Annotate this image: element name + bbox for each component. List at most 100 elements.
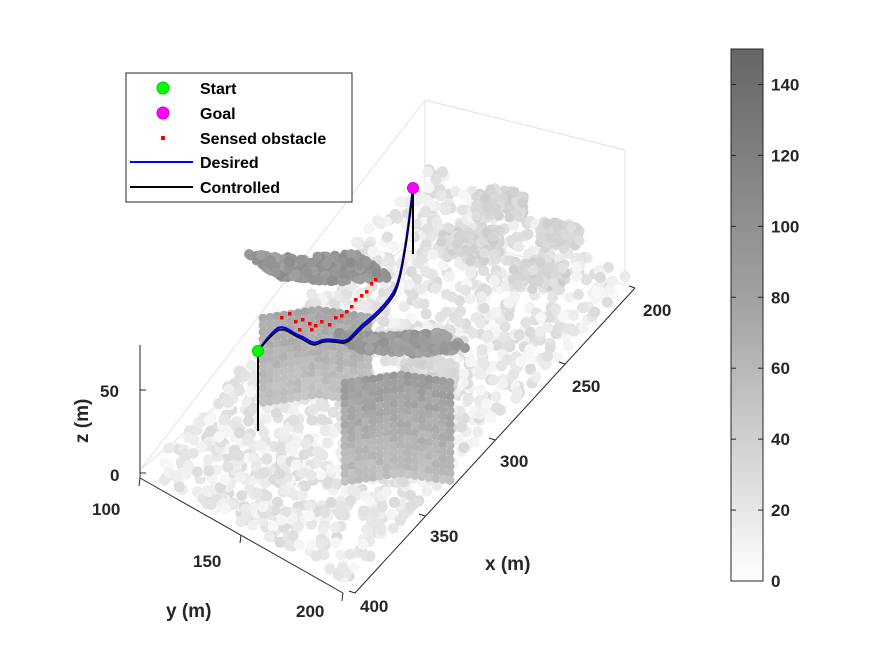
point-cloud-dot <box>424 423 434 433</box>
y-axis-label: y (m) <box>166 601 211 622</box>
point-cloud-dot <box>398 301 410 312</box>
point-cloud-dot <box>286 316 296 326</box>
point-cloud-dot <box>340 385 350 395</box>
point-cloud-dot <box>258 362 268 372</box>
point-cloud-dot <box>272 311 282 321</box>
point-cloud-dot <box>272 353 282 363</box>
point-cloud-dot <box>375 457 385 467</box>
point-cloud-dot <box>410 407 420 417</box>
point-cloud-dot <box>382 386 392 396</box>
point-cloud-dot <box>361 459 371 469</box>
start-marker <box>252 345 264 357</box>
point-cloud-dot <box>417 457 427 467</box>
point-cloud-dot <box>279 338 289 348</box>
point-cloud-dot <box>432 334 442 345</box>
point-cloud-dot <box>364 550 376 562</box>
point-cloud-dot <box>236 490 248 502</box>
point-cloud-dot <box>368 465 378 475</box>
point-cloud-dot <box>361 473 371 483</box>
point-cloud-dot <box>410 421 420 431</box>
point-cloud-dot <box>504 341 516 353</box>
point-cloud-dot <box>304 500 316 512</box>
point-cloud-dot <box>431 417 441 427</box>
point-cloud-dot <box>321 348 331 358</box>
point-cloud-dot <box>270 407 282 419</box>
point-cloud-dot <box>258 397 268 407</box>
point-cloud-dot <box>410 428 420 438</box>
point-cloud-dot <box>389 434 399 444</box>
point-cloud-dot <box>335 549 346 561</box>
controlled-trajectory <box>257 189 414 352</box>
point-cloud-dot <box>321 355 331 365</box>
point-cloud-dot <box>375 429 385 439</box>
point-cloud-dot <box>444 223 455 234</box>
point-cloud-dot <box>265 382 275 392</box>
point-cloud-dot <box>550 303 562 315</box>
point-cloud-dot <box>424 381 434 391</box>
point-cloud-dot <box>431 403 441 413</box>
point-cloud-dot <box>438 460 448 470</box>
point-cloud-dot <box>270 267 281 278</box>
point-cloud-dot <box>403 378 413 388</box>
point-cloud-dot <box>438 467 448 477</box>
point-cloud-dot <box>375 415 385 425</box>
point-cloud-dot <box>478 302 490 314</box>
legend-entry-sensed-obstacle: Sensed obstacle <box>161 131 326 148</box>
colorbar-tick-label: 140 <box>771 75 799 94</box>
point-cloud-dot <box>497 192 508 203</box>
point-cloud-dot <box>418 335 429 346</box>
point-cloud-dot <box>272 339 282 349</box>
point-cloud-dot <box>328 356 338 366</box>
sensed-obstacle-point <box>345 310 349 314</box>
point-cloud-dot <box>328 377 338 387</box>
point-cloud-dot <box>382 449 392 459</box>
point-cloud-dot <box>382 442 392 452</box>
sensed-obstacle-point <box>365 290 369 294</box>
point-cloud-dot <box>258 426 270 438</box>
point-cloud-dot <box>293 308 303 318</box>
point-cloud-dot <box>417 422 427 432</box>
point-cloud-dot <box>347 454 357 464</box>
point-cloud-dot <box>425 268 437 280</box>
point-cloud-dot <box>245 359 257 371</box>
point-cloud-dot <box>396 391 406 401</box>
point-cloud-dot <box>438 383 448 393</box>
point-cloud-dot <box>293 539 305 551</box>
point-cloud-dot <box>542 322 553 333</box>
point-cloud-dot <box>389 371 399 381</box>
point-cloud-dot <box>328 384 338 394</box>
colorbar-tick-label: 0 <box>771 572 780 591</box>
point-cloud-dot <box>459 343 470 353</box>
point-cloud-dot <box>300 321 310 331</box>
point-cloud-dot <box>483 202 494 213</box>
y-tick-label: 100 <box>92 500 120 519</box>
point-cloud-dot <box>417 408 427 418</box>
point-cloud-dot <box>328 370 338 380</box>
point-cloud-dot <box>396 426 406 436</box>
point-cloud-dot <box>321 369 331 379</box>
legend-entry-start: Start <box>156 81 237 98</box>
point-cloud-dot <box>272 332 282 342</box>
point-cloud-dot <box>290 269 301 280</box>
x-axis <box>348 285 636 594</box>
x-tick-label: 350 <box>430 527 458 546</box>
point-cloud-dot <box>183 460 195 472</box>
point-cloud-dot <box>386 509 398 521</box>
point-cloud-dot <box>290 459 302 471</box>
point-cloud-dot <box>396 405 406 415</box>
point-cloud-dot <box>286 358 296 368</box>
point-cloud-dot <box>361 452 371 462</box>
point-cloud-dot <box>382 400 392 410</box>
point-cloud-dot <box>361 389 371 399</box>
point-cloud-dot <box>396 433 406 443</box>
point-cloud-dot <box>543 311 555 323</box>
point-cloud-dot <box>240 510 252 522</box>
point-cloud-dot <box>300 349 310 359</box>
point-cloud-dot <box>321 341 331 351</box>
point-cloud-dot <box>424 388 434 398</box>
point-cloud-dot <box>508 219 520 231</box>
point-cloud-dot <box>347 398 357 408</box>
y-axis <box>138 477 344 602</box>
point-cloud-dot <box>417 443 427 453</box>
point-cloud-dot <box>571 261 583 273</box>
